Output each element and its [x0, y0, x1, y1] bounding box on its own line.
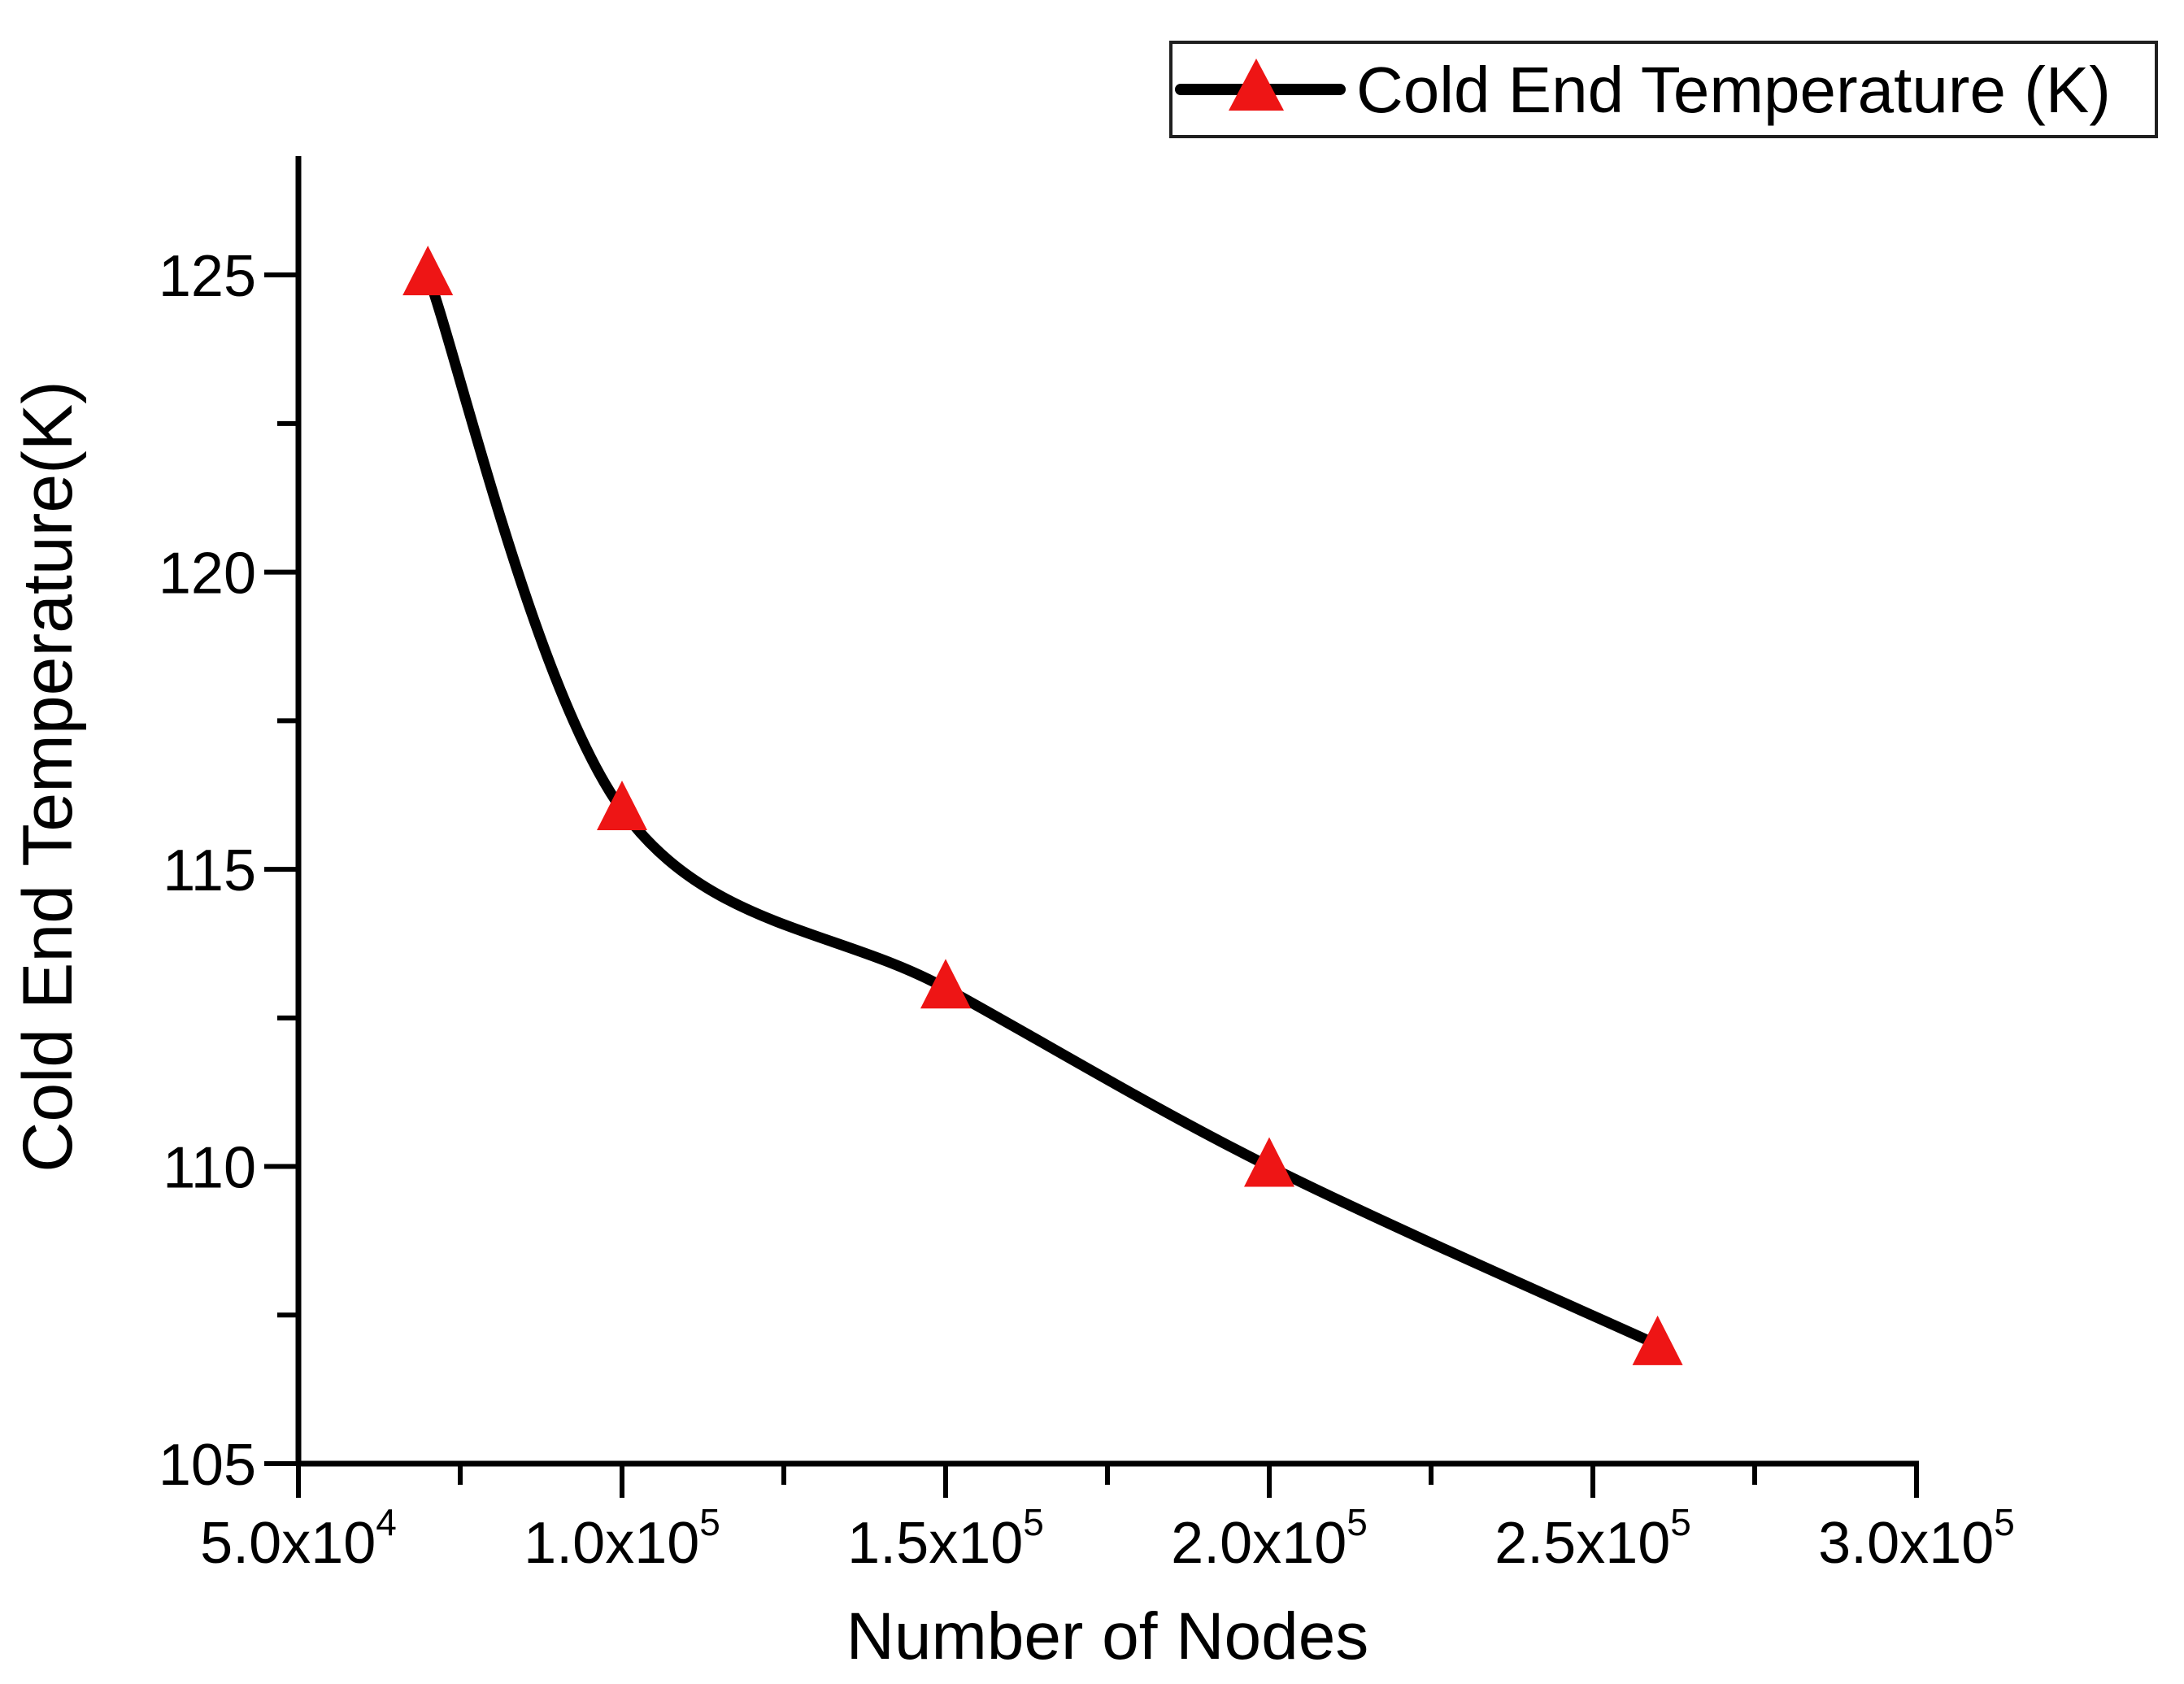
- axes: [295, 156, 1919, 1467]
- series-curve: [422, 269, 1664, 1351]
- legend-triangle-marker-icon: [1229, 59, 1284, 111]
- data-point-triangle-marker: [920, 959, 971, 1009]
- data-point-triangle-marker: [597, 781, 647, 830]
- x-tick-label: 2.0x105: [1171, 1501, 1368, 1576]
- x-tick-label: 1.0x105: [524, 1501, 720, 1576]
- x-tick-label: 1.5x105: [847, 1501, 1044, 1576]
- legend-label: Cold End Temperature (K): [1356, 54, 2111, 126]
- data-point-triangle-marker: [402, 246, 454, 296]
- y-tick-label: 105: [159, 1433, 256, 1498]
- legend: Cold End Temperature (K): [1169, 41, 2158, 138]
- x-axis-title: Number of Nodes: [846, 1599, 1369, 1673]
- y-axis-ticks: 105 110 115 120 125: [159, 244, 298, 1498]
- x-tick-label: 5.0x104: [200, 1501, 397, 1576]
- y-tick-label: 110: [163, 1136, 256, 1201]
- series-cold-end-temperature: [402, 246, 1683, 1365]
- x-tick-label: 3.0x105: [1818, 1501, 2015, 1576]
- x-tick-label: 2.5x105: [1494, 1501, 1691, 1576]
- data-point-triangle-marker: [1244, 1137, 1294, 1187]
- data-point-triangle-marker: [1632, 1315, 1683, 1365]
- x-axis-ticks: 5.0x104 1.0x105 1.5x105 2.0x105 2.5x105 3.0x1…: [200, 1464, 2015, 1576]
- y-tick-label: 120: [159, 542, 256, 607]
- y-tick-label: 125: [159, 244, 256, 309]
- y-axis-title: Cold End Temperature(K): [9, 381, 87, 1173]
- y-tick-label: 115: [163, 838, 256, 903]
